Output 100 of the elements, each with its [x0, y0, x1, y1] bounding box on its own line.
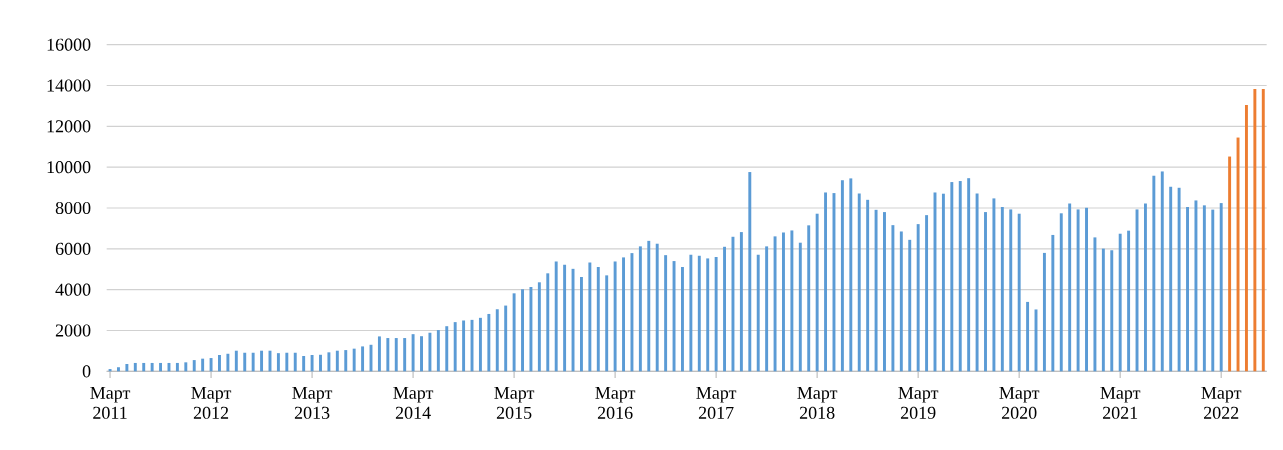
x-tick-label: Март 2020 [999, 386, 1040, 419]
bar [1051, 234, 1055, 372]
bar [1093, 237, 1097, 372]
bar [925, 215, 929, 372]
y-tick-label: 16000 [47, 38, 91, 51]
bar [1009, 209, 1013, 372]
x-tick-label: Март 2012 [191, 386, 232, 419]
bar [1026, 301, 1030, 372]
bar [773, 236, 777, 372]
bar [478, 317, 482, 372]
bar [327, 352, 331, 372]
bar [579, 277, 583, 372]
bar [739, 232, 743, 372]
bar [992, 198, 996, 372]
bar [975, 193, 979, 372]
bar [798, 242, 802, 372]
bar [352, 348, 356, 372]
bar [1202, 205, 1206, 372]
bar [883, 212, 886, 372]
bar [504, 305, 508, 372]
bar [445, 326, 449, 372]
bar [899, 231, 903, 372]
bar [857, 193, 861, 372]
bar [984, 212, 987, 372]
bar [714, 256, 718, 372]
bar [697, 255, 701, 372]
bar [1017, 213, 1021, 372]
x-tick-label: Март 2019 [898, 386, 939, 419]
bar [276, 353, 280, 372]
bar [790, 230, 794, 372]
bar [529, 287, 533, 372]
bar [125, 363, 129, 372]
bar [1000, 206, 1004, 372]
bar [462, 320, 466, 372]
x-tick-label: Март 2015 [494, 386, 535, 419]
bar [1236, 137, 1240, 372]
bar [672, 261, 676, 372]
bar [133, 362, 137, 372]
x-tick-label: Март 2017 [696, 386, 737, 419]
bar [1177, 187, 1181, 372]
bar [613, 261, 617, 372]
bar [891, 225, 895, 372]
bar [521, 289, 524, 372]
bar [958, 181, 962, 372]
bar [655, 243, 659, 372]
bar [293, 352, 297, 372]
bar [436, 330, 440, 372]
x-tick-label: Март 2011 [90, 386, 131, 419]
bar [1253, 88, 1257, 372]
bar [537, 282, 541, 372]
bar [1143, 203, 1147, 372]
y-tick-label: 2000 [55, 324, 91, 337]
bar [453, 322, 457, 372]
bar [495, 309, 499, 372]
bar [319, 354, 322, 372]
x-tick-label: Март 2021 [1100, 386, 1141, 419]
bar [234, 350, 238, 372]
bar [588, 262, 592, 372]
bar [815, 213, 819, 372]
y-tick-label: 8000 [55, 201, 91, 215]
bar [377, 336, 381, 372]
bar [512, 293, 516, 372]
y-tick-label: 14000 [47, 79, 91, 92]
bar [630, 253, 634, 372]
bar [243, 352, 247, 372]
bar [310, 354, 314, 372]
bar [680, 266, 684, 372]
y-tick-label: 12000 [47, 120, 91, 133]
bar [866, 199, 870, 372]
bar [731, 236, 735, 372]
bar [411, 334, 415, 372]
bar [1101, 248, 1105, 372]
y-tick-label: 6000 [55, 242, 91, 255]
bar [622, 257, 625, 372]
y-tick-label: 0 [82, 365, 91, 378]
bar [546, 273, 550, 372]
bar [950, 182, 954, 372]
bar [218, 354, 221, 372]
bar [428, 332, 432, 372]
bar [782, 232, 785, 372]
bar [420, 336, 423, 372]
x-tick-label: Март 2022 [1201, 386, 1242, 419]
bar [824, 192, 828, 372]
bar [1127, 230, 1131, 372]
bar [487, 313, 491, 372]
bar [916, 224, 920, 372]
bar [1160, 171, 1164, 372]
bar [723, 246, 727, 372]
bar [192, 360, 196, 372]
bar [1118, 233, 1122, 372]
bar [260, 350, 264, 372]
bar [361, 346, 365, 372]
bar [765, 246, 769, 372]
bar [159, 362, 163, 372]
bar [1110, 250, 1114, 372]
bar [1169, 186, 1173, 372]
bar [142, 362, 146, 372]
bar [403, 338, 407, 372]
x-tick-label: Март 2014 [393, 386, 434, 419]
x-tick-label: Март 2013 [292, 386, 333, 419]
